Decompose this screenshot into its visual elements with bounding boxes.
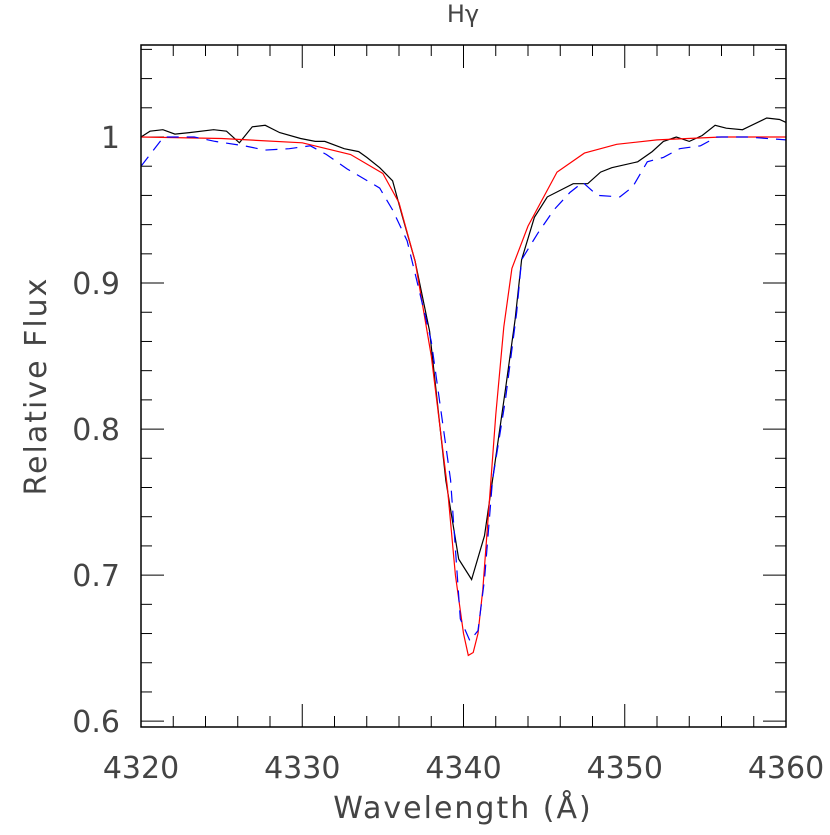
x-tick-label: 4350 [587,751,663,786]
y-tick-label: 0.8 [72,413,120,448]
series-lines [140,117,787,657]
x-tick-label: 4360 [748,751,824,786]
series-line-2 [140,136,787,642]
x-tick-label: 4340 [425,751,501,786]
x-tick-label: 4330 [264,751,340,786]
y-tick-label: 0.6 [72,705,120,740]
x-tick-label: 4320 [103,751,179,786]
plot-frame [140,44,787,728]
chart-title: Hγ [447,0,479,28]
y-tick-label: 0.7 [72,559,120,594]
series-line-0 [140,117,787,581]
x-axis-label: Wavelength (Å) [333,790,592,826]
tick-labels: 4320 4330 4340 4350 4360 0.6 0.7 0.8 0.9 1 [72,121,824,786]
series-line-1 [140,136,786,657]
y-axis-label: Relative Flux [19,277,54,496]
y-tick-label: 0.9 [72,267,120,302]
y-tick-label: 1 [101,121,120,156]
